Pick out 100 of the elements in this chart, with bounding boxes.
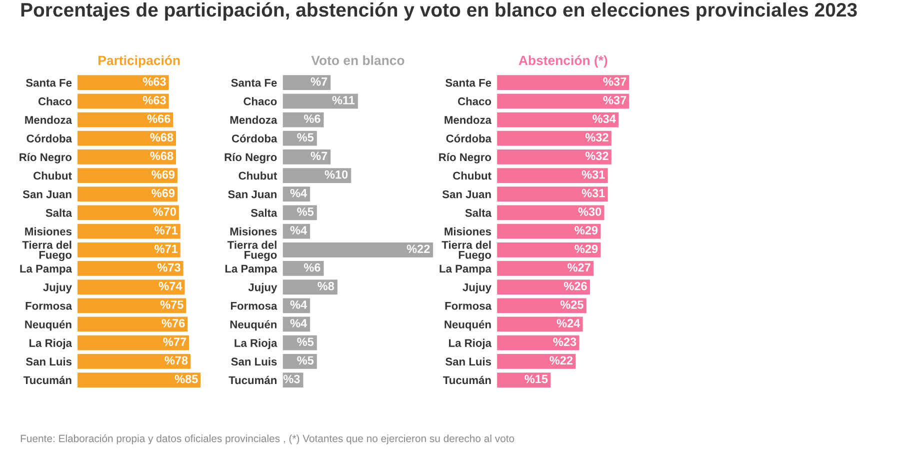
data-label: %71 [154,226,178,234]
data-label: %63 [142,96,166,104]
y-tick-label: Jujuy [43,283,72,294]
chart-title: Abstención (*) [518,55,608,68]
data-label: %15 [524,374,548,384]
bar [78,280,185,294]
y-tick-label: Formosa [445,302,492,310]
data-label: %5 [297,338,314,346]
bar [497,354,576,369]
bar [78,242,180,258]
y-tick-label: San Juan [442,190,491,198]
data-label: %4 [290,300,308,309]
data-label: %77 [163,338,186,346]
bar [282,280,338,294]
data-label: %74 [158,282,182,290]
data-label: %75 [160,300,184,309]
y-tick-label: Neuquén [230,320,276,331]
data-label: %5 [297,356,314,365]
data-label: %4 [290,188,308,198]
data-label: %32 [585,152,608,160]
bar [282,242,434,258]
bar [497,205,604,220]
chart-title: Participación [98,55,180,68]
y-tick-label: San Luis [26,357,72,366]
bar [497,149,612,164]
data-label: %27 [568,263,590,272]
y-tick-label: Formosa [26,302,72,310]
bar [497,168,608,183]
bar [78,112,174,128]
data-label: %25 [560,300,584,309]
bar [497,130,612,146]
y-tick-label: Río Negro [20,152,72,164]
data-label: %69 [152,170,175,179]
data-label: %23 [553,338,576,346]
data-label: %5 [297,208,314,216]
data-label: %76 [162,319,185,328]
bar [497,224,601,239]
bar [497,75,630,90]
y-tick-label: Tierra del Fuego [227,240,277,262]
data-label: %7 [310,152,328,160]
bar [78,316,188,332]
y-tick-label: San Luis [446,357,492,366]
y-tick-label: Tucumán [24,376,72,384]
bar [497,335,580,350]
y-tick-label: Salta [465,208,492,217]
y-tick-label: Mendoza [230,116,278,124]
data-label: %70 [153,208,176,216]
bar [282,168,352,183]
bar [78,149,176,164]
data-label: %5 [297,133,314,142]
y-tick-label: Mendoza [25,116,72,124]
bar [78,75,169,90]
y-tick-label: Jujuy [248,283,278,294]
y-tick-label: Chaco [38,97,72,106]
bar [78,205,179,220]
bar [497,112,619,128]
data-label: %69 [152,188,175,198]
data-label: %26 [564,282,587,290]
y-tick-label: Formosa [230,302,278,310]
bar [78,94,169,109]
y-tick-label: Salta [46,208,72,217]
y-tick-label: Santa Fe [231,78,277,87]
data-label: %85 [174,374,198,384]
bar [282,75,331,90]
bar [78,335,190,350]
data-label: %6 [304,114,320,123]
data-label: %4 [290,319,308,328]
data-label: %73 [157,263,180,272]
y-tick-label: Misiones [444,227,492,236]
y-tick-label: La Rioja [29,338,72,350]
data-label: %68 [150,152,174,160]
y-tick-label: Córdoba [446,134,492,142]
y-tick-label: La Pampa [20,264,72,275]
bar [78,261,184,276]
y-tick-label: Salta [250,208,278,217]
data-label: %30 [578,208,602,216]
y-tick-label: La Pampa [225,264,278,275]
y-tick-label: Río Negro [224,152,277,164]
bar [78,186,178,202]
y-tick-label: La Rioja [234,338,278,350]
y-tick-label: Santa Fe [26,78,72,87]
data-label: %29 [574,244,598,254]
data-label: %7 [310,77,328,86]
bar [78,168,178,183]
bar [497,298,586,314]
bar [497,242,601,258]
y-tick-label: Chaco [244,97,277,106]
bar [497,186,608,202]
data-label: %8 [318,282,334,290]
data-label: %68 [150,133,174,142]
data-label: %78 [164,356,188,365]
bar [282,261,324,276]
data-label: %37 [603,77,626,86]
bar [78,298,186,314]
bar [78,372,201,388]
y-tick-label: Chubut [453,171,492,180]
data-label: %22 [406,244,430,254]
data-label: %32 [585,133,608,142]
data-label: %31 [582,170,605,179]
data-label: %34 [592,114,616,123]
